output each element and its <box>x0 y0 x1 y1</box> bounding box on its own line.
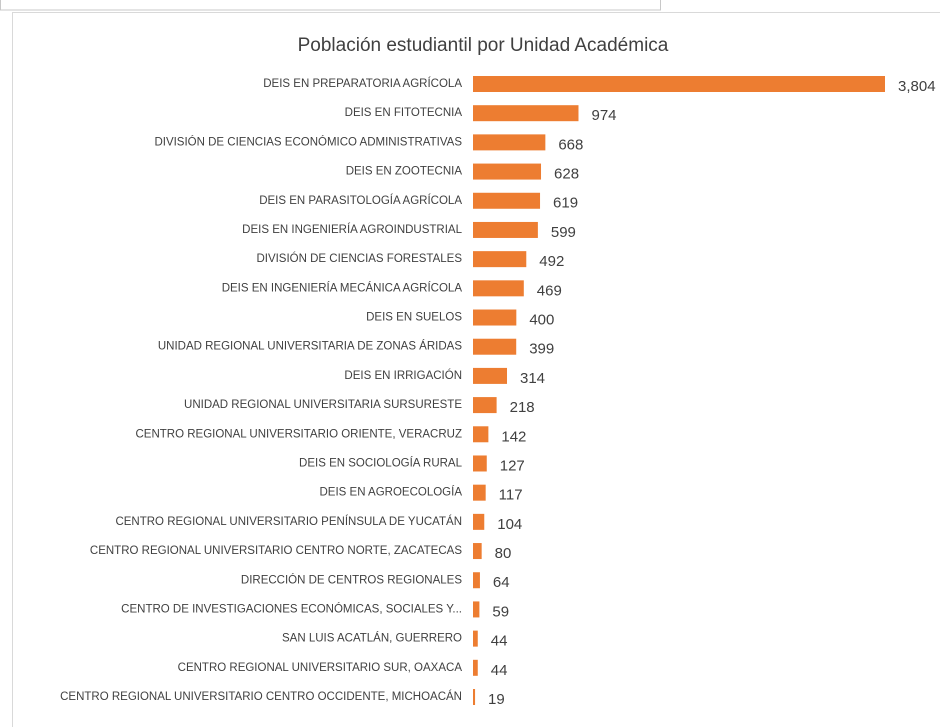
bar <box>473 280 524 297</box>
bar <box>473 309 517 326</box>
value-label: 628 <box>554 166 579 183</box>
value-label: 3,804 <box>898 78 936 95</box>
category-label: DIVISIÓN DE CIENCIAS ECONÓMICO ADMINISTR… <box>154 135 462 148</box>
value-label: 599 <box>551 224 576 241</box>
value-label: 399 <box>529 341 554 358</box>
category-label: UNIDAD REGIONAL UNIVERSITARIA DE ZONAS Á… <box>158 340 462 353</box>
bar <box>473 192 541 209</box>
bar <box>473 105 579 122</box>
value-label: 44 <box>491 633 508 650</box>
category-label: DIRECCIÓN DE CENTROS REGIONALES <box>241 573 462 586</box>
category-label: SAN LUIS ACATLÁN, GUERRERO <box>282 632 462 645</box>
category-label: CENTRO REGIONAL UNIVERSITARIO ORIENTE, V… <box>135 428 462 440</box>
bar <box>473 630 478 647</box>
category-label: DIVISIÓN DE CIENCIAS FORESTALES <box>256 252 462 265</box>
category-label: CENTRO REGIONAL UNIVERSITARIO CENTRO OCC… <box>60 690 462 703</box>
value-label: 492 <box>539 253 564 270</box>
category-label: CENTRO REGIONAL UNIVERSITARIO CENTRO NOR… <box>90 545 462 557</box>
value-label: 314 <box>520 370 545 387</box>
value-label: 218 <box>510 399 535 416</box>
value-label: 619 <box>553 195 578 212</box>
category-label: DEIS EN PARASITOLOGÍA AGRÍCOLA <box>259 194 462 207</box>
bar <box>473 689 476 705</box>
bar <box>473 163 542 180</box>
value-label: 400 <box>529 311 554 328</box>
bar <box>473 367 508 384</box>
bar <box>473 513 485 530</box>
value-label: 59 <box>492 603 509 620</box>
category-label: DEIS EN AGROECOLOGÍA <box>319 486 462 499</box>
input-box <box>0 0 661 11</box>
bar <box>473 455 487 472</box>
chart-border <box>12 12 940 727</box>
bar <box>473 543 482 560</box>
category-label: DEIS EN INGENIERÍA AGROINDUSTRIAL <box>242 223 462 236</box>
value-label: 104 <box>497 516 522 533</box>
bar <box>473 484 486 501</box>
category-label: DEIS EN FITOTECNIA <box>345 107 463 119</box>
value-label: 64 <box>493 574 510 591</box>
category-label: DEIS EN SUELOS <box>366 312 462 324</box>
value-label: 80 <box>495 545 512 562</box>
bar <box>473 397 497 414</box>
bar <box>473 601 480 618</box>
value-label: 44 <box>491 662 508 679</box>
value-label: 974 <box>591 107 616 124</box>
bar <box>473 338 517 355</box>
bar <box>473 134 546 151</box>
bar <box>473 251 527 268</box>
value-label: 19 <box>488 691 505 708</box>
bar <box>473 426 489 443</box>
category-label: CENTRO DE INVESTIGACIONES ECONÓMICAS, SO… <box>121 602 462 615</box>
bar <box>473 572 480 589</box>
category-label: DEIS EN INGENIERÍA MECÁNICA AGRÍCOLA <box>222 281 463 294</box>
category-label: DEIS EN SOCIOLOGÍA RURAL <box>299 457 463 470</box>
category-label: DEIS EN IRRIGACIÓN <box>344 369 462 382</box>
category-label: UNIDAD REGIONAL UNIVERSITARIA SURSURESTE <box>184 399 462 411</box>
value-label: 668 <box>558 136 583 153</box>
category-label: DEIS EN PREPARATORIA AGRÍCOLA <box>263 77 462 90</box>
value-label: 117 <box>499 487 523 504</box>
category-label: DEIS EN ZOOTECNIA <box>346 166 463 178</box>
bar <box>473 659 478 676</box>
value-label: 469 <box>537 282 562 299</box>
bar <box>473 76 885 92</box>
category-label: CENTRO REGIONAL UNIVERSITARIO PENÍNSULA … <box>115 515 462 528</box>
category-label: CENTRO REGIONAL UNIVERSITARIO SUR, OAXAC… <box>178 662 463 674</box>
chart-title: Población estudiantil por Unidad Académi… <box>298 35 669 56</box>
bar <box>473 221 538 238</box>
value-label: 142 <box>501 428 526 445</box>
value-label: 127 <box>500 457 525 474</box>
